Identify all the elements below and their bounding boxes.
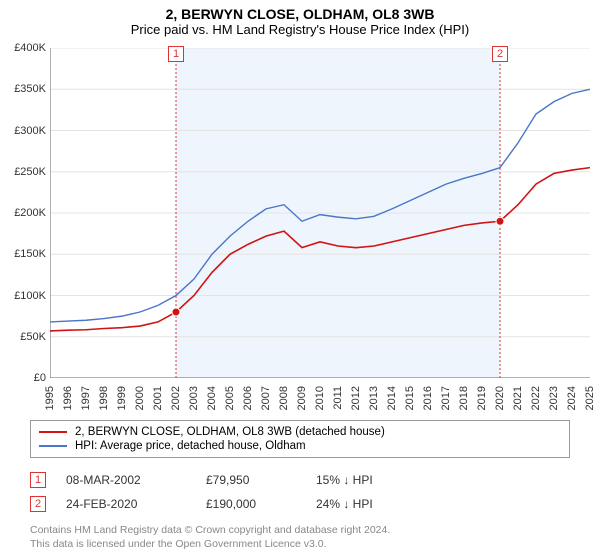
x-tick-label: 2013 (368, 386, 380, 410)
x-tick-label: 2014 (386, 386, 398, 410)
x-tick-label: 2017 (440, 386, 452, 410)
legend: 2, BERWYN CLOSE, OLDHAM, OL8 3WB (detach… (30, 420, 570, 458)
x-tick-label: 2015 (404, 386, 416, 410)
x-tick-label: 1996 (62, 386, 74, 410)
x-tick-label: 1997 (80, 386, 92, 410)
legend-swatch (39, 445, 67, 447)
x-tick-label: 2019 (476, 386, 488, 410)
transaction-marker: 1 (30, 472, 46, 488)
transaction-marker: 2 (30, 496, 46, 512)
x-tick-label: 2020 (494, 386, 506, 410)
plot-area (50, 48, 590, 378)
x-tick-label: 2022 (530, 386, 542, 410)
transaction-date: 24-FEB-2020 (66, 497, 186, 511)
x-tick-label: 2004 (206, 386, 218, 410)
transaction-row: 1 08-MAR-2002 £79,950 15% ↓ HPI (30, 468, 570, 492)
x-tick-label: 2025 (584, 386, 596, 410)
x-tick-label: 2000 (134, 386, 146, 410)
x-tick-label: 2001 (152, 386, 164, 410)
x-tick-label: 2005 (224, 386, 236, 410)
y-tick-label: £100K (14, 290, 46, 302)
event-marker-box: 2 (492, 46, 508, 62)
legend-swatch (39, 431, 67, 433)
x-tick-label: 2009 (296, 386, 308, 410)
x-tick-label: 2010 (314, 386, 326, 410)
x-tick-label: 2002 (170, 386, 182, 410)
transaction-diff: 15% ↓ HPI (316, 473, 436, 487)
x-tick-label: 2007 (260, 386, 272, 410)
y-tick-label: £350K (14, 83, 46, 95)
transaction-diff: 24% ↓ HPI (316, 497, 436, 511)
legend-item: 2, BERWYN CLOSE, OLDHAM, OL8 3WB (detach… (39, 425, 561, 439)
y-tick-label: £200K (14, 207, 46, 219)
y-tick-label: £50K (20, 331, 46, 343)
x-tick-label: 1995 (44, 386, 56, 410)
footnote-line: This data is licensed under the Open Gov… (30, 538, 390, 552)
x-tick-label: 1998 (98, 386, 110, 410)
x-tick-label: 2021 (512, 386, 524, 410)
transaction-price: £190,000 (206, 497, 296, 511)
legend-label: HPI: Average price, detached house, Oldh… (75, 440, 306, 452)
x-tick-label: 2024 (566, 386, 578, 410)
x-tick-label: 2003 (188, 386, 200, 410)
y-tick-label: £400K (14, 42, 46, 54)
transaction-date: 08-MAR-2002 (66, 473, 186, 487)
x-tick-label: 1999 (116, 386, 128, 410)
x-tick-label: 2006 (242, 386, 254, 410)
y-tick-label: £150K (14, 248, 46, 260)
chart-container: 2, BERWYN CLOSE, OLDHAM, OL8 3WB Price p… (0, 0, 600, 560)
transaction-row: 2 24-FEB-2020 £190,000 24% ↓ HPI (30, 492, 570, 516)
x-tick-label: 2008 (278, 386, 290, 410)
x-tick-label: 2016 (422, 386, 434, 410)
x-tick-label: 2011 (332, 386, 344, 410)
chart-subtitle: Price paid vs. HM Land Registry's House … (0, 22, 600, 41)
x-tick-label: 2023 (548, 386, 560, 410)
legend-item: HPI: Average price, detached house, Oldh… (39, 439, 561, 453)
chart-title: 2, BERWYN CLOSE, OLDHAM, OL8 3WB (0, 0, 600, 22)
x-tick-label: 2012 (350, 386, 362, 410)
event-marker-box: 1 (168, 46, 184, 62)
y-tick-label: £250K (14, 166, 46, 178)
legend-label: 2, BERWYN CLOSE, OLDHAM, OL8 3WB (detach… (75, 426, 385, 438)
transaction-price: £79,950 (206, 473, 296, 487)
footnote: Contains HM Land Registry data © Crown c… (30, 524, 390, 551)
y-tick-label: £0 (34, 372, 46, 384)
x-tick-label: 2018 (458, 386, 470, 410)
footnote-line: Contains HM Land Registry data © Crown c… (30, 524, 390, 538)
y-tick-label: £300K (14, 125, 46, 137)
transaction-table: 1 08-MAR-2002 £79,950 15% ↓ HPI 2 24-FEB… (30, 468, 570, 516)
